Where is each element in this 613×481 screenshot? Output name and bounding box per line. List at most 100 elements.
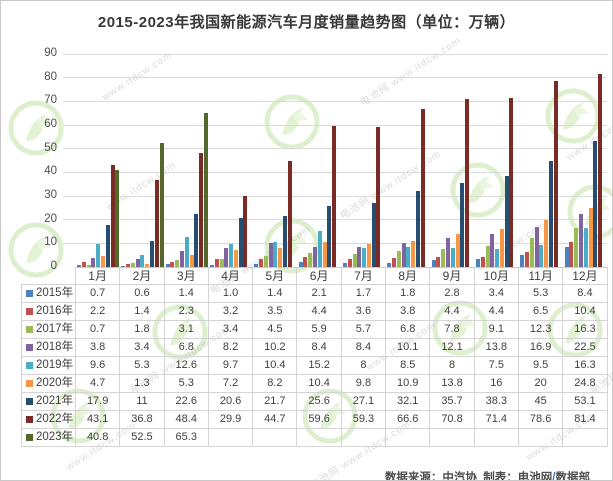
table-value-cell: 4.4 xyxy=(297,303,342,321)
table-value-cell: 2.8 xyxy=(430,285,475,303)
bar-group-6月 xyxy=(298,53,342,267)
table-value-cell: 3.1 xyxy=(164,321,209,339)
bar-2015年 xyxy=(77,265,82,267)
table-value-cell: 9.1 xyxy=(474,321,519,339)
bar-2017年 xyxy=(175,259,180,267)
legend-key-2022年: 2022年 xyxy=(21,411,76,429)
bar-2022年 xyxy=(420,109,425,267)
table-value-cell: 4.5 xyxy=(253,321,298,339)
legend-swatch-icon xyxy=(26,416,33,423)
bar-2020年 xyxy=(278,247,283,267)
y-axis-tick: 60 xyxy=(44,118,57,130)
bar-2022年 xyxy=(465,99,470,267)
legend-swatch-icon xyxy=(26,308,33,315)
bar-2017年 xyxy=(396,250,401,267)
y-axis-tick: 30 xyxy=(44,189,57,201)
watermark-brand-logo-icon xyxy=(263,93,321,156)
bar-2016年 xyxy=(170,261,175,267)
table-value-cell: 1.4 xyxy=(253,285,298,303)
table-value-cell: 20 xyxy=(518,375,564,393)
table-value-cell: 40.8 xyxy=(76,429,121,447)
table-value-cell: 16.3 xyxy=(563,357,608,375)
bar-2022年 xyxy=(154,179,159,267)
table-value-cell: 25.6 xyxy=(297,393,342,411)
bar-group-12月 xyxy=(564,53,608,267)
bar-2017年 xyxy=(529,237,534,267)
table-value-cell: 8 xyxy=(341,357,387,375)
legend-key-2016年: 2016年 xyxy=(21,303,76,321)
bar-2022年 xyxy=(110,165,115,267)
bar-2019年 xyxy=(140,254,145,267)
bar-2020年 xyxy=(100,255,105,267)
bar-group-10月 xyxy=(475,53,519,267)
chart-title: 2015-2023年我国新能源汽车月度销量趋势图（单位：万辆） xyxy=(97,14,516,31)
series-label: 2022年 xyxy=(36,413,74,425)
table-value-cell: 1.7 xyxy=(341,285,387,303)
table-value-cell: 16 xyxy=(474,375,519,393)
table-value-cell: 5.7 xyxy=(341,321,387,339)
table-value-cell: 3.4 xyxy=(120,339,165,357)
series-label: 2019年 xyxy=(36,359,74,371)
month-header-cell: 7月 xyxy=(341,267,387,285)
month-header-cell: 1月 xyxy=(76,267,121,285)
bar-2015年 xyxy=(298,262,303,267)
bar-2016年 xyxy=(392,258,397,267)
bar-group-2月 xyxy=(120,53,164,267)
table-value-cell: 65.3 xyxy=(164,429,209,447)
bar-2017年 xyxy=(219,259,224,267)
month-header-cell: 12月 xyxy=(563,267,608,285)
bar-group-5月 xyxy=(253,53,297,267)
bar-2018年 xyxy=(534,227,539,267)
table-value-cell: 0.7 xyxy=(76,321,121,339)
table-value-cell: 6.8 xyxy=(164,339,209,357)
bar-2018年 xyxy=(268,242,273,267)
watermark-brand-logo-icon xyxy=(49,387,107,450)
bar-2019年 xyxy=(362,248,367,267)
bar-2016年 xyxy=(259,258,264,267)
table-value-cell: 71.4 xyxy=(474,411,519,429)
bar-2017年 xyxy=(485,245,490,267)
bar-2015年 xyxy=(520,254,525,267)
legend-swatch-icon xyxy=(26,398,33,405)
table-value-cell: 6.5 xyxy=(518,303,564,321)
bar-2019年 xyxy=(96,244,101,267)
y-axis-tick: 70 xyxy=(44,94,57,107)
table-value-cell: 59.3 xyxy=(341,411,387,429)
table-value-cell: 10.1 xyxy=(386,339,431,357)
table-value-cell: 45 xyxy=(518,393,564,411)
bar-2016年 xyxy=(347,258,352,267)
bar-2021年 xyxy=(238,218,243,267)
table-value-cell: 10.4 xyxy=(563,303,608,321)
bar-2016年 xyxy=(303,256,308,267)
bar-2022年 xyxy=(332,125,337,267)
table-value-cell: 0.7 xyxy=(76,285,121,303)
watermark-brand-logo-icon xyxy=(544,87,602,150)
table-value-cell: 13.8 xyxy=(430,375,475,393)
table-value-cell: 4.4 xyxy=(430,303,475,321)
table-value-cell: 10.4 xyxy=(253,357,298,375)
bar-2022年 xyxy=(243,196,248,267)
table-value-cell: 6.8 xyxy=(386,321,431,339)
table-value-cell: 17.9 xyxy=(76,393,121,411)
legend-key-2021年: 2021年 xyxy=(21,393,76,411)
bar-2015年 xyxy=(343,263,347,267)
table-value-cell: 66.6 xyxy=(386,411,431,429)
bar-group-8月 xyxy=(386,53,430,267)
month-header-cell: 5月 xyxy=(253,267,298,285)
table-value-cell: 12.6 xyxy=(164,357,209,375)
bar-2018年 xyxy=(91,258,96,267)
y-axis-tick: 50 xyxy=(44,141,57,154)
series-label: 2018年 xyxy=(36,341,74,353)
bar-2021年 xyxy=(150,241,155,267)
bar-2021年 xyxy=(504,176,509,267)
series-label: 2021年 xyxy=(36,395,74,407)
legend-swatch-icon xyxy=(26,290,33,297)
bar-2020年 xyxy=(455,234,460,267)
table-value-cell: 8.4 xyxy=(563,285,608,303)
bar-2019年 xyxy=(539,244,544,267)
plot-area xyxy=(76,53,608,267)
bar-group-9月 xyxy=(431,53,475,267)
table-value-cell xyxy=(208,429,254,447)
bar-2019年 xyxy=(406,246,411,267)
